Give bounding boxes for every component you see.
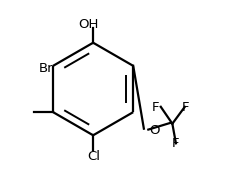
Text: O: O — [149, 124, 160, 137]
Text: F: F — [152, 101, 159, 114]
Text: F: F — [182, 101, 189, 114]
Text: F: F — [172, 137, 180, 150]
Text: OH: OH — [79, 18, 99, 31]
Text: Cl: Cl — [87, 150, 101, 163]
Text: Br: Br — [38, 62, 53, 75]
